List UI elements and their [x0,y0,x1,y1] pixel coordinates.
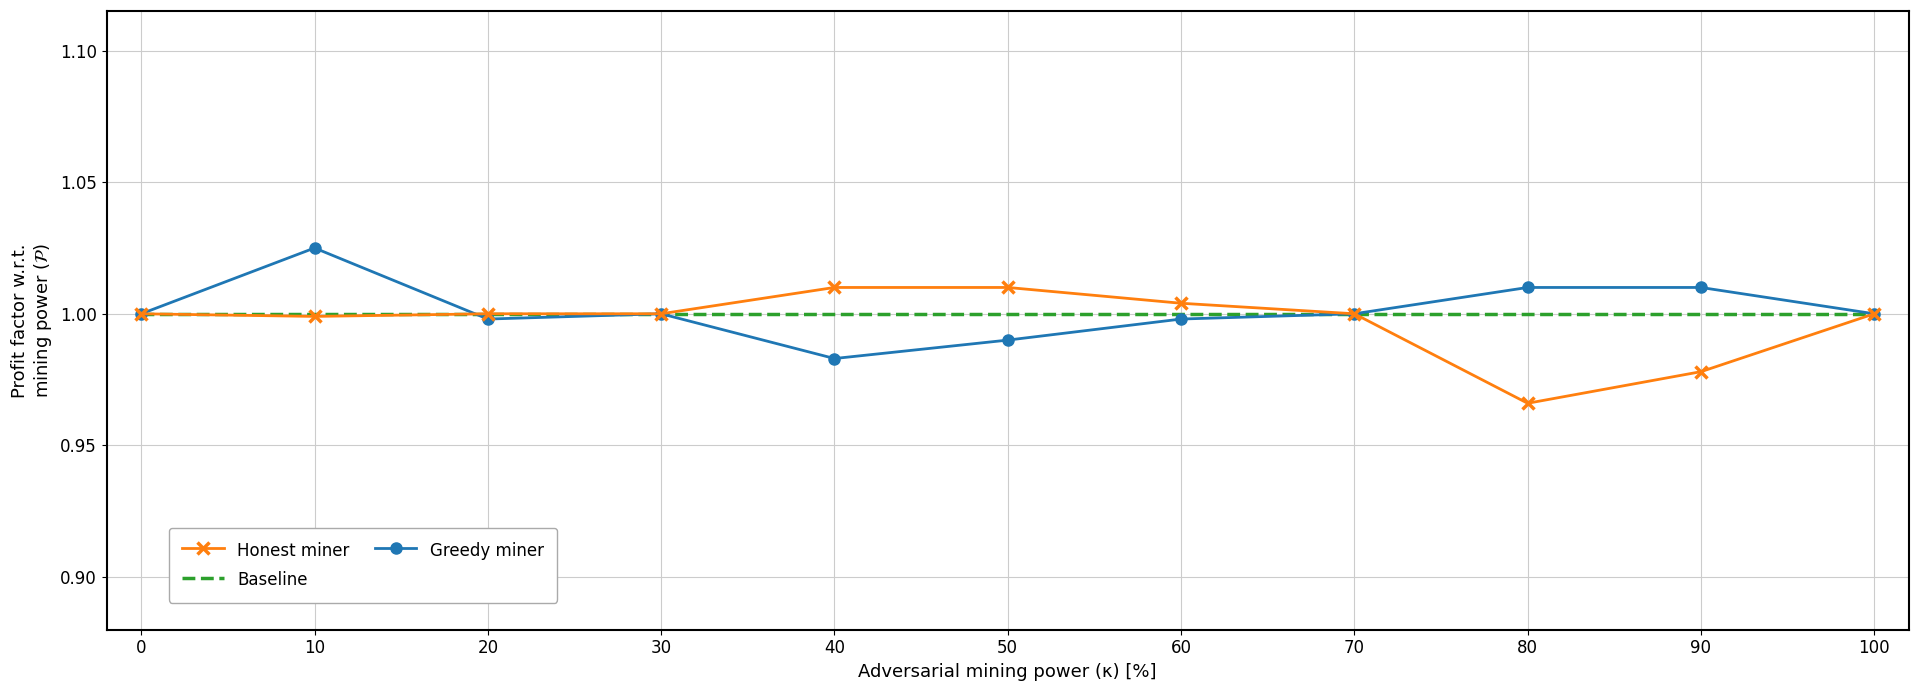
Baseline [1169,309,1192,318]
Baseline [1342,309,1365,318]
Honest miner [476,309,499,318]
Line: Honest miner: Honest miner [136,282,1880,409]
Honest miner [996,283,1020,291]
Baseline [649,309,672,318]
Baseline [476,309,499,318]
Greedy miner [1169,315,1192,323]
Line: Greedy miner: Greedy miner [136,242,1880,364]
Baseline [1517,309,1540,318]
Honest miner [1690,367,1713,376]
Honest miner [1342,309,1365,318]
Greedy miner [1517,283,1540,291]
Greedy miner [1690,283,1713,291]
Baseline [131,309,154,318]
Honest miner [303,312,326,320]
Baseline [1862,309,1885,318]
Baseline [824,309,847,318]
Greedy miner [1342,309,1365,318]
Honest miner [131,309,154,318]
Greedy miner [649,309,672,318]
Greedy miner [1862,309,1885,318]
Honest miner [1862,309,1885,318]
Baseline [1690,309,1713,318]
Honest miner [649,309,672,318]
Greedy miner [996,336,1020,344]
X-axis label: Adversarial mining power (κ) [%]: Adversarial mining power (κ) [%] [858,663,1158,681]
Legend: Honest miner, Baseline, Greedy miner: Honest miner, Baseline, Greedy miner [169,528,557,603]
Honest miner [824,283,847,291]
Baseline [996,309,1020,318]
Baseline [303,309,326,318]
Y-axis label: Profit factor w.r.t.
mining power ($\mathcal{P}$): Profit factor w.r.t. mining power ($\mat… [12,243,54,398]
Honest miner [1517,399,1540,408]
Honest miner [1169,299,1192,307]
Greedy miner [476,315,499,323]
Greedy miner [131,309,154,318]
Greedy miner [303,244,326,252]
Greedy miner [824,354,847,363]
